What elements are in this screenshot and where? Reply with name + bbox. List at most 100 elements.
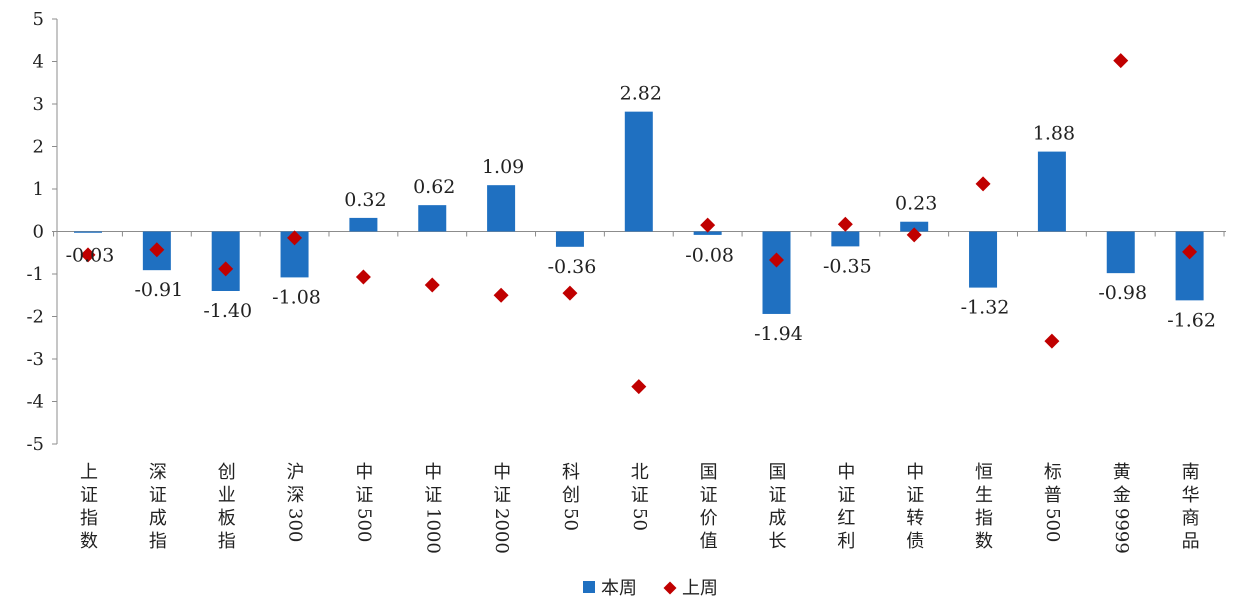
- marker-last-week: [837, 216, 853, 232]
- x-category-label-digits: 1000: [422, 508, 443, 554]
- marker-last-week: [287, 230, 303, 246]
- marker-last-week: [493, 287, 509, 303]
- x-category-label-digits: 300: [285, 508, 306, 542]
- x-category-label-char: 中: [837, 462, 855, 483]
- x-category-label-digits: 50: [629, 508, 650, 531]
- x-category-label-char: 中: [355, 462, 373, 483]
- bar-this-week: [831, 231, 860, 247]
- bar-this-week: [1106, 231, 1135, 274]
- x-category-label-char: 值: [700, 531, 718, 552]
- data-label: 0.23: [895, 193, 937, 215]
- marker-last-week: [906, 227, 922, 243]
- legend-swatch-last-week: [663, 581, 677, 595]
- bar-series-this-week: [74, 111, 1204, 314]
- x-category-label-char: 普: [1044, 485, 1062, 506]
- x-category-label-char: 恒: [975, 462, 993, 483]
- x-category-label-char: 国: [700, 462, 718, 483]
- data-label: -0.36: [548, 256, 597, 278]
- x-category-label-char: 证: [700, 485, 718, 506]
- y-tick-label: 3: [33, 94, 44, 115]
- marker-last-week: [700, 217, 716, 233]
- x-category-label-digits: 500: [1042, 508, 1063, 542]
- x-category-label-char: 成: [149, 508, 167, 529]
- data-label: -1.32: [961, 297, 1010, 319]
- data-label: -1.40: [203, 300, 252, 322]
- bar-this-week: [349, 217, 378, 232]
- bar-this-week: [74, 231, 102, 233]
- x-category-label-digits: 50: [560, 508, 581, 531]
- bar-this-week: [211, 231, 240, 291]
- marker-last-week: [975, 176, 991, 192]
- marker-last-week: [1044, 333, 1060, 349]
- x-category-label-char: 转: [906, 508, 924, 529]
- x-category-label-char: 证: [149, 485, 167, 506]
- x-category-label-char: 证: [631, 485, 649, 506]
- x-category-label-char: 证: [493, 485, 511, 506]
- x-category-label-char: 指: [149, 531, 167, 552]
- data-label: -1.94: [754, 323, 803, 345]
- x-category-label-char: 证: [80, 485, 98, 506]
- x-category-label-char: 指: [80, 508, 98, 529]
- legend-label-last-week: 上周: [682, 578, 718, 599]
- bar-this-week: [1037, 151, 1066, 232]
- data-label: -1.08: [272, 286, 321, 308]
- data-label: 0.32: [344, 189, 386, 211]
- x-category-label-digits: 2000: [491, 508, 512, 554]
- x-category-label-char: 国: [769, 462, 787, 483]
- data-label: -0.35: [823, 255, 872, 277]
- marker-last-week: [1182, 244, 1198, 260]
- y-tick-label: 2: [33, 137, 44, 158]
- marker-last-week: [355, 269, 371, 285]
- bar-this-week: [969, 231, 998, 288]
- x-category-label-char: 中: [493, 462, 511, 483]
- data-label: -0.91: [134, 279, 183, 301]
- marker-last-week: [149, 242, 165, 258]
- y-tick-label: -5: [26, 434, 44, 455]
- x-category-label-char: 成: [769, 508, 787, 529]
- x-category-label-char: 债: [906, 531, 924, 552]
- x-axis-labels: 上证指数深证成指创业板指沪深300中证500中证1000中证2000科创50北证…: [80, 462, 1200, 554]
- x-category-label-char: 业: [218, 485, 236, 506]
- bar-this-week: [555, 231, 584, 247]
- bar-this-week: [693, 231, 722, 235]
- data-label: -0.08: [685, 245, 734, 267]
- legend-swatch-this-week: [583, 581, 595, 593]
- y-tick-label: -3: [26, 349, 44, 370]
- marker-last-week: [631, 379, 647, 395]
- axes: -5 -4 -3 -2 -1 0 1 2 3 4 5: [26, 9, 1226, 455]
- x-category-label-char: 指: [218, 531, 236, 552]
- x-category-label-char: 利: [837, 531, 855, 552]
- marker-last-week: [562, 285, 578, 301]
- legend: 本周 上周: [583, 578, 718, 599]
- x-category-label-char: 证: [837, 485, 855, 506]
- y-tick-label: 0: [33, 222, 44, 243]
- data-label: -1.62: [1167, 309, 1216, 331]
- x-category-label-char: 板: [218, 508, 236, 529]
- data-label: 0.62: [413, 176, 455, 198]
- marker-last-week: [769, 252, 784, 268]
- bar-this-week: [1175, 231, 1204, 301]
- bar-this-week: [624, 111, 653, 232]
- bar-this-week: [418, 205, 447, 232]
- x-category-label-char: 中: [906, 462, 924, 483]
- x-category-label-char: 长: [769, 531, 787, 552]
- marker-last-week: [218, 261, 234, 277]
- x-category-label-char: 品: [1182, 531, 1200, 552]
- x-category-label-char: 证: [906, 485, 924, 506]
- x-category-label-char: 南: [1182, 462, 1200, 483]
- x-category-label-char: 数: [975, 531, 993, 552]
- x-category-label-char: 指: [975, 508, 993, 529]
- x-category-label-char: 上: [80, 462, 98, 483]
- x-category-label-char: 标: [1044, 462, 1062, 483]
